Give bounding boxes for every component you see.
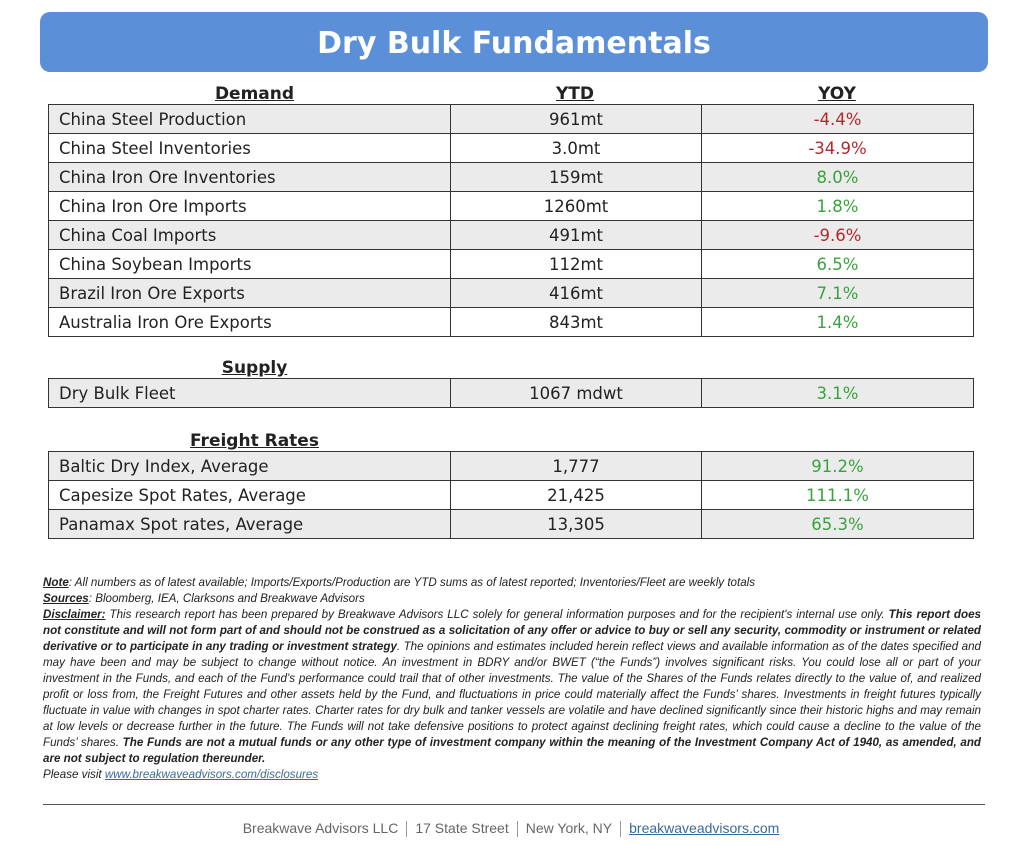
- row-label: China Iron Ore Inventories: [48, 162, 451, 192]
- note-label: Note: [43, 576, 69, 589]
- supply-section: Supply Dry Bulk Fleet 1067 mdwt 3.1%: [48, 354, 974, 408]
- table-row: China Steel Production 961mt -4.4%: [48, 104, 974, 134]
- row-yoy: 3.1%: [701, 378, 974, 408]
- row-ytd: 961mt: [450, 104, 702, 134]
- footer-city: New York, NY: [525, 820, 613, 836]
- row-ytd: 3.0mt: [450, 133, 702, 163]
- note-text: : All numbers as of latest available; Im…: [68, 576, 756, 589]
- row-yoy: 7.1%: [701, 278, 974, 308]
- yoy-header: YOY: [818, 84, 856, 104]
- row-label: China Soybean Imports: [48, 249, 451, 279]
- row-yoy: 1.4%: [701, 307, 974, 337]
- supply-table: Dry Bulk Fleet 1067 mdwt 3.1%: [48, 378, 974, 408]
- disclaimer-bold: The Funds are not a mutual funds or any …: [43, 736, 981, 765]
- sources-label: Sources: [43, 592, 89, 605]
- row-yoy: 8.0%: [701, 162, 974, 192]
- row-ytd: 843mt: [450, 307, 702, 337]
- freight-section: Freight Rates Baltic Dry Index, Average 1…: [48, 427, 974, 539]
- table-row: China Iron Ore Inventories 159mt 8.0%: [48, 162, 974, 192]
- row-yoy: -9.6%: [701, 220, 974, 250]
- disclaimer-text: This research report has been prepared b…: [105, 608, 889, 621]
- row-yoy: -34.9%: [701, 133, 974, 163]
- table-row: Dry Bulk Fleet 1067 mdwt 3.1%: [48, 378, 974, 408]
- disclosures-link[interactable]: www.breakwaveadvisors.com/disclosures: [104, 768, 319, 781]
- row-ytd: 159mt: [450, 162, 702, 192]
- row-ytd: 21,425: [450, 480, 702, 510]
- row-label: Brazil Iron Ore Exports: [48, 278, 451, 308]
- table-row: China Soybean Imports 112mt 6.5%: [48, 249, 974, 279]
- footer-company: Breakwave Advisors LLC: [242, 820, 399, 836]
- demand-header: Demand: [214, 84, 295, 104]
- row-yoy: 65.3%: [701, 509, 974, 539]
- row-label: China Coal Imports: [48, 220, 451, 250]
- row-label: Panamax Spot rates, Average: [48, 509, 451, 539]
- row-yoy: 111.1%: [701, 480, 974, 510]
- row-ytd: 1260mt: [450, 191, 702, 221]
- freight-header: Freight Rates: [190, 431, 319, 451]
- row-ytd: 1,777: [450, 451, 702, 481]
- table-row: China Coal Imports 491mt -9.6%: [48, 220, 974, 250]
- footer-street: 17 State Street: [415, 820, 509, 836]
- row-yoy: 1.8%: [701, 191, 974, 221]
- divider: [620, 821, 622, 838]
- freight-table: Baltic Dry Index, Average 1,777 91.2% Capes…: [48, 451, 974, 539]
- disclaimer-bold: This report does not constitute and will…: [43, 608, 981, 653]
- supply-header: Supply: [221, 358, 288, 378]
- row-label: Baltic Dry Index, Average: [48, 451, 451, 481]
- table-row: China Steel Inventories 3.0mt -34.9%: [48, 133, 974, 163]
- row-ytd: 13,305: [450, 509, 702, 539]
- row-yoy: -4.4%: [701, 104, 974, 134]
- row-yoy: 6.5%: [701, 249, 974, 279]
- demand-table: China Steel Production 961mt -4.4% China St…: [48, 104, 974, 337]
- row-label: China Steel Production: [48, 104, 451, 134]
- demand-section: Demand YTD YOY China Steel Production 961mt…: [48, 80, 974, 337]
- table-row: Panamax Spot rates, Average 13,305 65.3%: [48, 509, 974, 539]
- table-row: Australia Iron Ore Exports 843mt 1.4%: [48, 307, 974, 337]
- page-title: Dry Bulk Fundamentals: [40, 12, 988, 72]
- ytd-header: YTD: [555, 84, 595, 104]
- notes: Note: All numbers as of latest available…: [43, 575, 981, 783]
- table-row: China Iron Ore Imports 1260mt 1.8%: [48, 191, 974, 221]
- table-row: Brazil Iron Ore Exports 416mt 7.1%: [48, 278, 974, 308]
- row-yoy: 91.2%: [701, 451, 974, 481]
- footer-website-link[interactable]: breakwaveadvisors.com: [629, 820, 780, 836]
- disclaimer-text: . The opinions and estimates included he…: [43, 640, 981, 749]
- row-ytd: 491mt: [450, 220, 702, 250]
- row-label: Dry Bulk Fleet: [48, 378, 451, 408]
- divider: [406, 821, 408, 838]
- row-label: China Iron Ore Imports: [48, 191, 451, 221]
- table-row: Capesize Spot Rates, Average 21,425 111.1%: [48, 480, 974, 510]
- row-ytd: 416mt: [450, 278, 702, 308]
- row-ytd: 112mt: [450, 249, 702, 279]
- row-label: China Steel Inventories: [48, 133, 451, 163]
- visit-text: Please visit: [43, 768, 105, 781]
- sources-text: : Bloomberg, IEA, Clarksons and Breakwav…: [88, 592, 365, 605]
- table-row: Baltic Dry Index, Average 1,777 91.2%: [48, 451, 974, 481]
- row-ytd: 1067 mdwt: [450, 378, 702, 408]
- row-label: Capesize Spot Rates, Average: [48, 480, 451, 510]
- row-label: Australia Iron Ore Exports: [48, 307, 451, 337]
- footer: Breakwave Advisors LLC 17 State Street New…: [0, 820, 1022, 838]
- divider: [516, 821, 518, 838]
- disclaimer-label: Disclaimer:: [43, 608, 106, 621]
- divider: [43, 804, 985, 805]
